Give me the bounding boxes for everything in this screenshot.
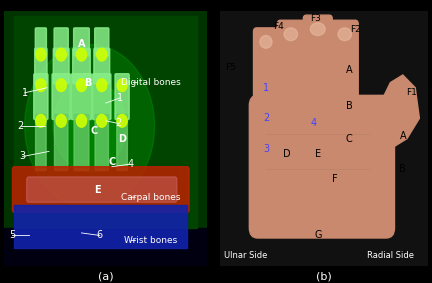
FancyBboxPatch shape [115, 74, 129, 120]
Text: A: A [346, 65, 352, 75]
Text: F: F [331, 174, 337, 185]
FancyBboxPatch shape [34, 74, 48, 120]
FancyBboxPatch shape [74, 114, 89, 170]
Text: 3: 3 [263, 144, 269, 154]
Ellipse shape [338, 28, 352, 41]
Text: Digital bones: Digital bones [121, 78, 181, 87]
FancyBboxPatch shape [52, 74, 70, 120]
FancyBboxPatch shape [73, 48, 90, 84]
Text: 2: 2 [115, 118, 121, 128]
FancyBboxPatch shape [92, 74, 111, 120]
Text: 2: 2 [17, 121, 24, 131]
Circle shape [25, 44, 155, 207]
Text: C: C [90, 126, 97, 136]
Bar [4, 11, 207, 228]
Circle shape [97, 79, 107, 92]
Text: B: B [84, 78, 91, 88]
Circle shape [56, 114, 66, 127]
PathPatch shape [372, 75, 419, 154]
Text: 5: 5 [10, 230, 16, 241]
Bar [15, 205, 187, 248]
FancyBboxPatch shape [27, 177, 177, 202]
Text: A: A [78, 39, 85, 50]
Text: Wrist bones: Wrist bones [124, 236, 177, 245]
Text: 1: 1 [117, 93, 123, 103]
Text: 1: 1 [22, 88, 28, 98]
Circle shape [76, 114, 86, 127]
Text: 4: 4 [127, 159, 133, 169]
Circle shape [56, 48, 66, 61]
FancyBboxPatch shape [13, 167, 189, 213]
FancyBboxPatch shape [331, 20, 358, 112]
Circle shape [97, 114, 107, 127]
FancyBboxPatch shape [35, 114, 46, 170]
Circle shape [36, 48, 46, 61]
FancyBboxPatch shape [254, 28, 278, 112]
Bar [4, 228, 207, 266]
Text: 4: 4 [311, 118, 317, 128]
FancyBboxPatch shape [303, 15, 332, 112]
Text: 3: 3 [19, 151, 25, 162]
Text: B: B [400, 164, 406, 174]
FancyBboxPatch shape [53, 48, 69, 84]
FancyBboxPatch shape [54, 28, 68, 56]
Text: F1: F1 [406, 88, 416, 97]
Text: (b): (b) [316, 271, 332, 281]
Circle shape [117, 114, 127, 127]
Text: D: D [118, 134, 126, 144]
Text: Radial Side: Radial Side [367, 251, 414, 260]
Text: 2: 2 [263, 113, 269, 123]
Text: B: B [346, 100, 352, 111]
Text: F4: F4 [273, 22, 284, 31]
Text: F2: F2 [350, 25, 360, 34]
Circle shape [36, 114, 46, 127]
Text: 6: 6 [97, 230, 103, 241]
Circle shape [36, 79, 46, 92]
Text: F5: F5 [225, 63, 236, 72]
Circle shape [56, 79, 66, 92]
FancyBboxPatch shape [35, 28, 47, 56]
FancyBboxPatch shape [249, 95, 394, 238]
Text: D: D [283, 149, 290, 159]
Circle shape [117, 79, 127, 92]
Bar [15, 16, 197, 228]
Text: E: E [95, 185, 101, 195]
FancyBboxPatch shape [95, 28, 109, 56]
Ellipse shape [260, 35, 272, 48]
Text: 1: 1 [263, 83, 269, 93]
FancyBboxPatch shape [117, 114, 127, 170]
Text: E: E [315, 149, 321, 159]
Ellipse shape [284, 28, 298, 41]
Text: Carpal bones: Carpal bones [121, 193, 180, 202]
Circle shape [76, 79, 86, 92]
FancyBboxPatch shape [54, 114, 68, 170]
FancyBboxPatch shape [95, 114, 108, 170]
Text: C: C [346, 134, 352, 144]
Text: A: A [400, 131, 406, 141]
Circle shape [53, 80, 126, 172]
Circle shape [76, 48, 86, 61]
FancyBboxPatch shape [277, 20, 304, 112]
Ellipse shape [310, 23, 325, 36]
Text: F3: F3 [310, 14, 321, 23]
FancyBboxPatch shape [35, 48, 47, 84]
FancyBboxPatch shape [94, 48, 110, 84]
Text: Ulnar Side: Ulnar Side [223, 251, 267, 260]
Circle shape [97, 48, 107, 61]
Text: C: C [108, 156, 115, 167]
FancyBboxPatch shape [73, 28, 89, 56]
Text: (a): (a) [98, 271, 114, 281]
FancyBboxPatch shape [71, 74, 92, 120]
Text: G: G [314, 230, 321, 241]
